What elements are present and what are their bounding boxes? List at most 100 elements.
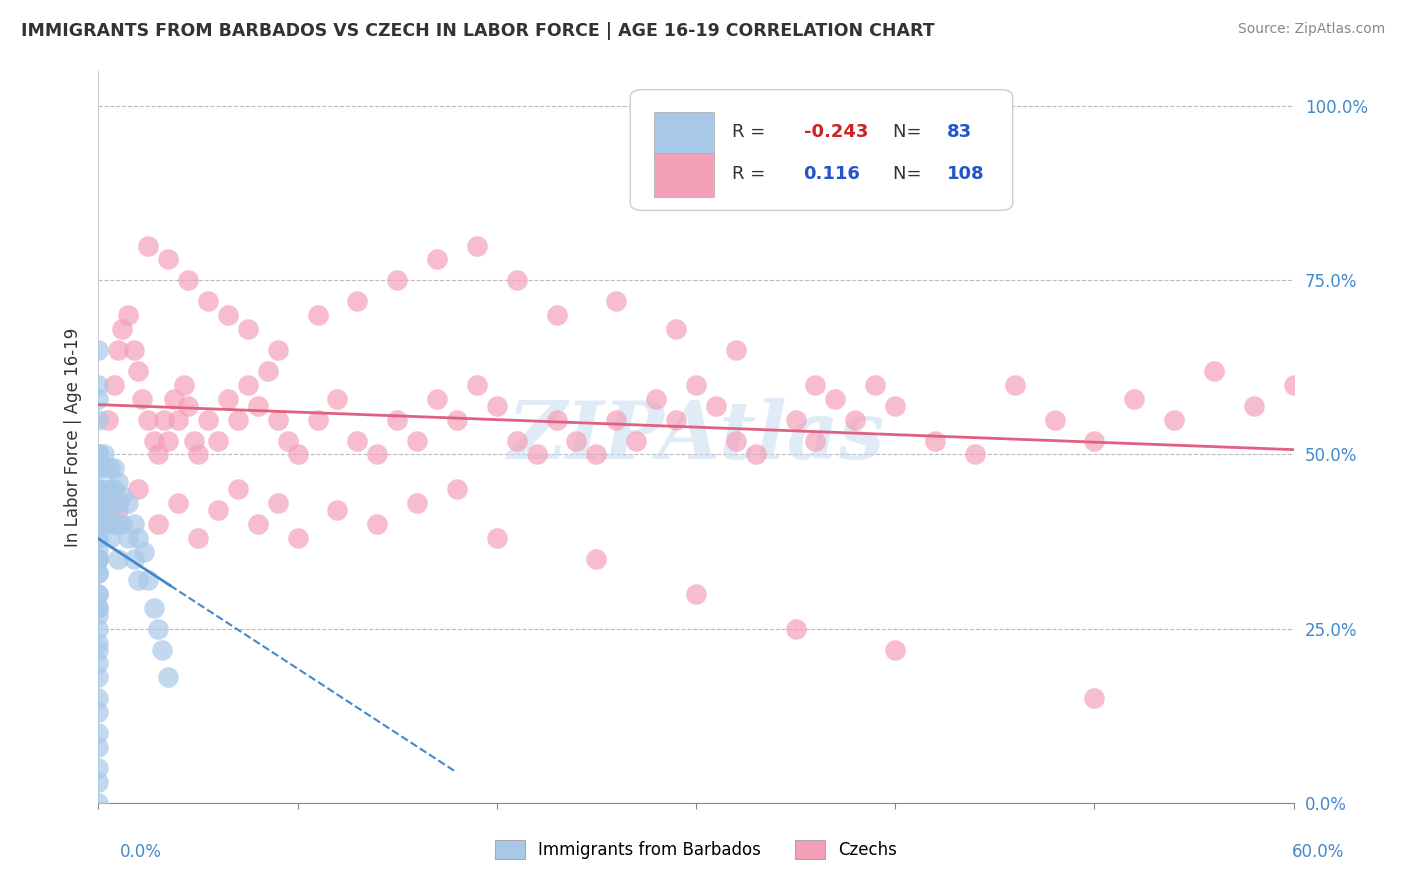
- Point: [87, 635, 110, 649]
- Text: R =: R =: [733, 123, 770, 141]
- Point: [1163, 412, 1185, 426]
- Point: [87, 657, 110, 671]
- Point: [87, 796, 110, 810]
- Point: [546, 308, 568, 322]
- Point: [107, 475, 129, 490]
- Point: [1243, 399, 1265, 413]
- Point: [704, 399, 727, 413]
- Text: N=: N=: [893, 123, 928, 141]
- Point: [103, 461, 125, 475]
- Point: [148, 622, 170, 636]
- Point: [1202, 364, 1225, 378]
- Point: [103, 377, 125, 392]
- Point: [177, 399, 200, 413]
- Point: [87, 448, 110, 462]
- Point: [134, 545, 156, 559]
- Point: [1282, 377, 1305, 392]
- Point: [267, 496, 290, 510]
- Point: [724, 343, 747, 357]
- Point: [785, 412, 807, 426]
- Text: -0.243: -0.243: [804, 123, 868, 141]
- Point: [287, 448, 309, 462]
- Point: [865, 377, 887, 392]
- Point: [87, 566, 110, 580]
- Point: [93, 461, 115, 475]
- Point: [1004, 377, 1026, 392]
- Point: [87, 392, 110, 406]
- Point: [87, 461, 110, 475]
- Point: [124, 343, 146, 357]
- Point: [87, 496, 110, 510]
- Point: [87, 642, 110, 657]
- Point: [1043, 412, 1066, 426]
- Point: [236, 322, 259, 336]
- Point: [93, 517, 115, 532]
- Text: 83: 83: [948, 123, 972, 141]
- Point: [406, 434, 429, 448]
- Point: [406, 496, 429, 510]
- Point: [217, 308, 239, 322]
- Point: [87, 775, 110, 789]
- Point: [148, 517, 170, 532]
- Point: [107, 552, 129, 566]
- Point: [87, 622, 110, 636]
- Point: [87, 483, 110, 497]
- Point: [150, 642, 173, 657]
- Point: [87, 448, 110, 462]
- Point: [924, 434, 946, 448]
- Text: 0.116: 0.116: [804, 165, 860, 183]
- Point: [87, 761, 110, 775]
- Point: [87, 448, 110, 462]
- Point: [804, 434, 827, 448]
- Point: [307, 412, 329, 426]
- Y-axis label: In Labor Force | Age 16-19: In Labor Force | Age 16-19: [63, 327, 82, 547]
- Text: 60.0%: 60.0%: [1292, 843, 1344, 861]
- Point: [87, 607, 110, 622]
- Text: Source: ZipAtlas.com: Source: ZipAtlas.com: [1237, 22, 1385, 37]
- Text: R =: R =: [733, 165, 770, 183]
- Point: [207, 434, 229, 448]
- Point: [93, 483, 115, 497]
- Point: [127, 364, 149, 378]
- Point: [87, 412, 110, 426]
- Point: [107, 503, 129, 517]
- Point: [585, 448, 607, 462]
- Point: [884, 642, 907, 657]
- FancyBboxPatch shape: [654, 153, 714, 197]
- Point: [226, 412, 249, 426]
- Point: [506, 434, 529, 448]
- Point: [485, 531, 508, 545]
- Point: [157, 252, 180, 267]
- Point: [167, 412, 190, 426]
- FancyBboxPatch shape: [630, 90, 1012, 211]
- Point: [127, 573, 149, 587]
- Point: [87, 496, 110, 510]
- Point: [1083, 691, 1105, 706]
- Point: [111, 489, 134, 503]
- Point: [626, 434, 648, 448]
- Point: [87, 670, 110, 684]
- Point: [446, 483, 468, 497]
- Text: N=: N=: [893, 165, 928, 183]
- Point: [585, 552, 607, 566]
- Point: [685, 587, 707, 601]
- Point: [546, 412, 568, 426]
- Point: [87, 377, 110, 392]
- Point: [526, 448, 548, 462]
- Point: [87, 517, 110, 532]
- Point: [157, 670, 180, 684]
- Point: [287, 531, 309, 545]
- Point: [87, 448, 110, 462]
- Point: [665, 412, 688, 426]
- Point: [107, 517, 129, 532]
- Point: [148, 448, 170, 462]
- Point: [97, 412, 120, 426]
- Text: 0.0%: 0.0%: [120, 843, 162, 861]
- Point: [187, 448, 209, 462]
- Point: [124, 552, 146, 566]
- Point: [844, 412, 866, 426]
- Point: [87, 691, 110, 706]
- Point: [326, 503, 349, 517]
- Point: [207, 503, 229, 517]
- Point: [426, 252, 449, 267]
